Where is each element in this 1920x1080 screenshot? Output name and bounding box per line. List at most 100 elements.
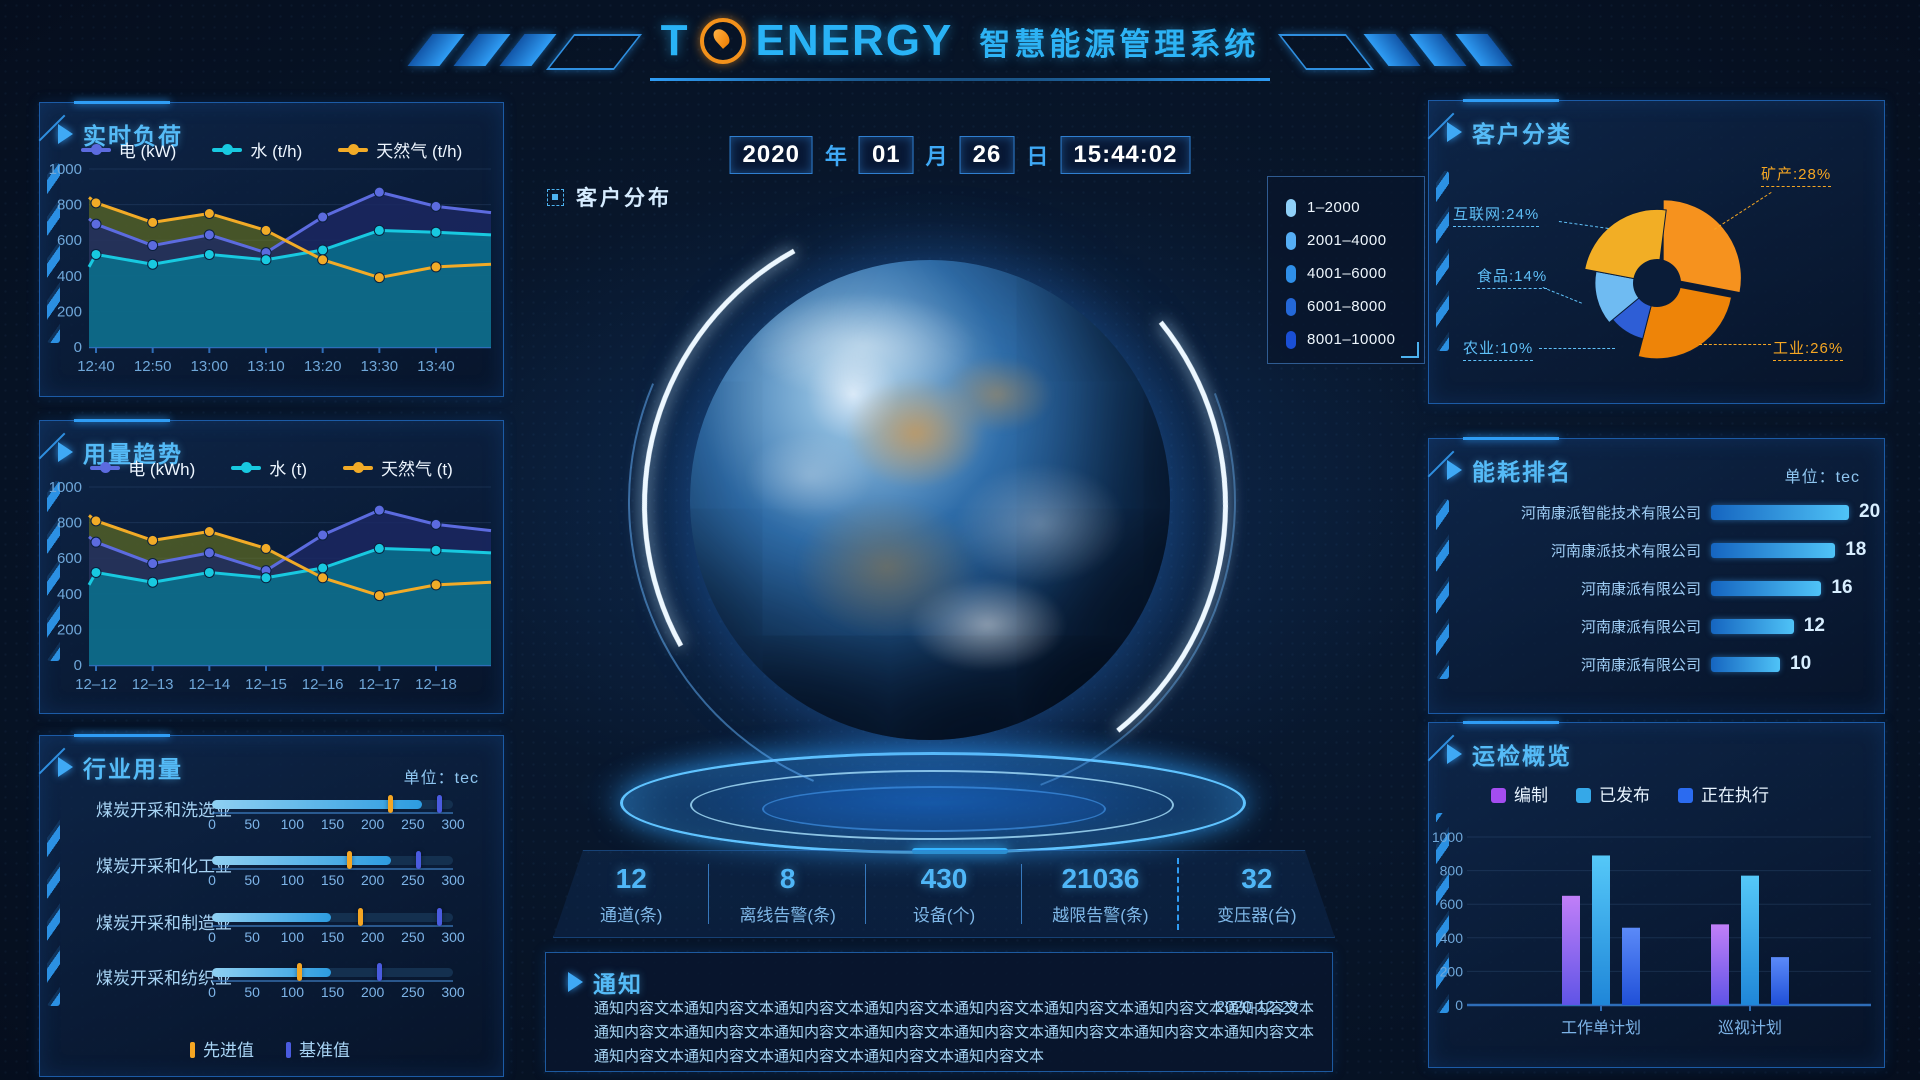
advanced-marker[interactable] <box>296 963 302 981</box>
panel-title: 运检概览 <box>1472 743 1572 769</box>
legend-label: 8001–10000 <box>1307 331 1396 348</box>
industry-slider[interactable] <box>212 963 453 981</box>
industry-slider[interactable] <box>212 908 453 926</box>
day-field[interactable]: 26 <box>959 136 1015 174</box>
legend-item-电 (kW)[interactable]: 电 (kW) <box>80 137 176 162</box>
stat-越限告警(条): 21036 越限告警(条) <box>1022 850 1178 938</box>
legend-swatch-icon <box>1286 264 1296 283</box>
stat-label: 变压器(台) <box>1217 905 1297 925</box>
tick-label: 0 <box>208 929 216 945</box>
panel-inspection-overview: 运检概览 编制 已发布 正在执行 0 200 400 600 800 1000 工作单计划 巡视计… <box>1428 721 1885 1068</box>
base-marker[interactable] <box>437 795 443 813</box>
legend-item-编制[interactable]: 编制 <box>1491 781 1548 806</box>
globe-legend-item: 6001–8000 <box>1286 290 1424 323</box>
month-field[interactable]: 01 <box>858 136 914 174</box>
legend-label: 电 (kWh) <box>128 460 196 479</box>
legend-item-水 (t)[interactable]: 水 (t) <box>231 455 307 480</box>
tick-label: 300 <box>441 872 465 888</box>
legend-item-水 (t/h)[interactable]: 水 (t/h) <box>212 137 302 162</box>
ranking-company: 河南康派有限公司 <box>1580 580 1701 598</box>
panel-arrow-icon <box>58 124 73 144</box>
industry-row-label: 煤炭开采和纺织业 <box>96 969 232 988</box>
ranking-bar <box>1711 504 1849 520</box>
svg-text:600: 600 <box>1440 896 1464 912</box>
ranking-row: 河南康派有限公司 10 <box>1429 653 1874 675</box>
legend-swatch-icon <box>1286 198 1296 217</box>
ranking-value: 12 <box>1803 615 1825 636</box>
inspection-bar-编制[interactable] <box>1711 924 1729 1005</box>
panel-arrow-icon <box>1447 744 1462 764</box>
tick-label: 200 <box>360 984 385 1000</box>
advanced-marker[interactable] <box>347 851 353 869</box>
slider-axis <box>212 868 453 870</box>
inspection-bar-正在执行[interactable] <box>1622 927 1640 1005</box>
stat-通道(条): 12 通道(条) <box>553 850 709 938</box>
base-marker[interactable] <box>377 963 383 981</box>
legend-item-已发布[interactable]: 已发布 <box>1576 781 1650 806</box>
legend-line-icon <box>338 143 369 155</box>
svg-text:200: 200 <box>57 621 82 638</box>
stat-离线告警(条): 8 离线告警(条) <box>709 850 865 938</box>
tick-label: 250 <box>401 984 425 1000</box>
year-field[interactable]: 2020 <box>729 136 813 174</box>
panel-arrow-icon <box>58 757 73 777</box>
slider-fill <box>212 968 331 977</box>
pie-slice-矿产[interactable] <box>1662 199 1742 294</box>
industry-row-label: 煤炭开采和洗选业 <box>96 801 232 820</box>
svg-text:12–17: 12–17 <box>358 676 400 693</box>
legend-label: 天然气 (t) <box>381 460 453 479</box>
legend-item-先进值[interactable]: 先进值 <box>190 1036 254 1061</box>
tick-label: 250 <box>401 816 425 832</box>
tick-label: 200 <box>360 816 385 832</box>
svg-text:400: 400 <box>57 586 82 603</box>
legend-square-icon <box>1491 788 1506 803</box>
panel-energy-ranking: 能耗排名 单位：tec 河南康派智能技术有限公司 20 河南康派技术有限公司 18 河南… <box>1428 437 1885 714</box>
inspection-bar-正在执行[interactable] <box>1771 957 1789 1005</box>
legend-item-基准值[interactable]: 基准值 <box>286 1036 350 1061</box>
usage-chart-legend: 电 (kWh) 水 (t) 天然气 (t) <box>40 455 503 480</box>
industry-slider[interactable] <box>212 851 453 869</box>
legend-item-天然气 (t)[interactable]: 天然气 (t) <box>343 455 453 480</box>
legend-item-正在执行[interactable]: 正在执行 <box>1678 781 1769 806</box>
legend-item-电 (kWh)[interactable]: 电 (kWh) <box>90 455 195 480</box>
stat-label: 越限告警(条) <box>1052 905 1149 925</box>
tick-label: 50 <box>244 816 260 832</box>
legend-item-天然气 (t/h)[interactable]: 天然气 (t/h) <box>338 137 462 162</box>
base-marker[interactable] <box>416 851 422 869</box>
legend-swatch-icon <box>1286 297 1296 316</box>
tick-label: 50 <box>244 872 260 888</box>
panel-arrow-icon <box>568 972 583 992</box>
svg-text:12–16: 12–16 <box>302 676 344 693</box>
legend-dot-icon <box>353 461 365 473</box>
svg-text:400: 400 <box>57 268 82 285</box>
base-marker[interactable] <box>437 908 443 926</box>
pie-label-矿产: 矿产:28% <box>1761 163 1832 187</box>
industry-slider[interactable] <box>212 795 453 813</box>
slider-ticks: 0 50 100 150 200 250 300 <box>208 984 465 1000</box>
svg-text:12–12: 12–12 <box>75 676 117 693</box>
legend-line-icon <box>231 461 262 473</box>
ranking-row: 河南康派有限公司 16 <box>1429 577 1874 599</box>
legend-dot-icon <box>241 461 253 473</box>
svg-text:13:10: 13:10 <box>247 358 285 375</box>
logo-text-energy: ENERGY <box>755 16 954 65</box>
inspection-bar-已发布[interactable] <box>1741 875 1759 1005</box>
inspection-bar-已发布[interactable] <box>1592 855 1610 1005</box>
globe-legend-box: 1–2000 2001–4000 4001–6000 6001–8000 8001–10… <box>1267 176 1425 364</box>
advanced-marker[interactable] <box>387 795 393 813</box>
svg-text:0: 0 <box>1455 997 1463 1013</box>
ranking-row: 河南康派智能技术有限公司 20 <box>1429 501 1880 523</box>
ranking-value: 10 <box>1790 653 1812 674</box>
tech-strip-icon <box>47 481 60 661</box>
ranking-company: 河南康派有限公司 <box>1580 656 1701 674</box>
svg-text:200: 200 <box>57 303 82 320</box>
earth-globe[interactable] <box>690 260 1170 740</box>
advanced-marker[interactable] <box>357 908 363 926</box>
stat-变压器(台): 32 变压器(台) <box>1179 850 1335 938</box>
slider-ticks: 0 50 100 150 200 250 300 <box>208 816 465 832</box>
svg-text:600: 600 <box>57 550 82 567</box>
legend-label: 6001–8000 <box>1307 298 1387 315</box>
inspection-bar-编制[interactable] <box>1562 895 1580 1005</box>
tech-strip-icon <box>47 163 60 343</box>
svg-text:12–18: 12–18 <box>415 676 457 693</box>
